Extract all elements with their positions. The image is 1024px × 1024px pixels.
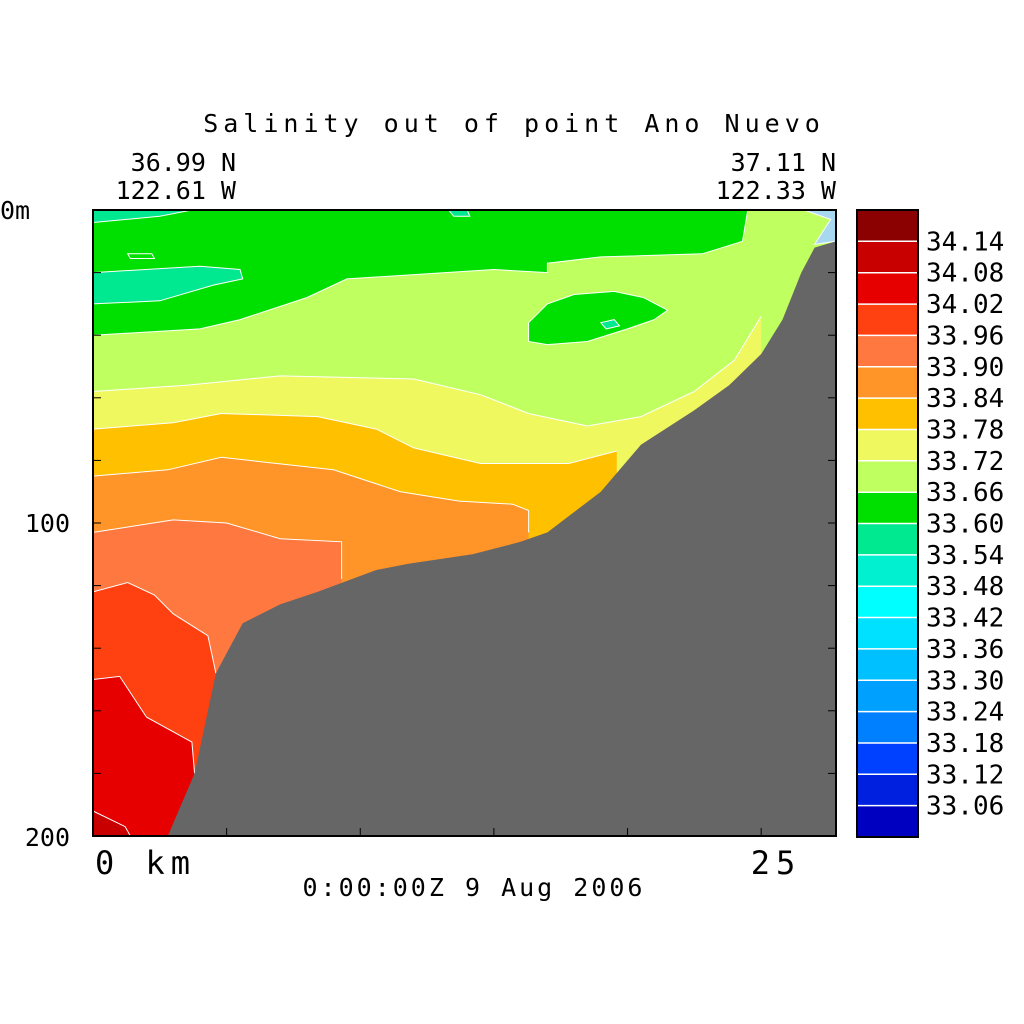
salinity-layer-34.02 [93,676,195,836]
end-longitude: 122.33 W [716,176,837,205]
contour-line-34.02 [92,675,196,774]
colorbar-label: 34.14 [926,227,1004,257]
colorbar-label: 33.06 [926,792,1004,822]
colorbar-swatch [857,711,918,744]
colorbar-swatch [857,366,918,399]
colorbar-swatch [857,805,918,838]
colorbar-swatch [857,523,918,556]
colorbar-label: 33.30 [926,666,1004,696]
end-latitude: 37.11 N [731,148,836,177]
plot-frame [92,209,837,837]
colorbar-label: 33.90 [926,353,1004,383]
colorbar-swatch [857,272,918,305]
contour-line-33.72 [92,316,762,427]
colorbar-swatch [857,680,918,713]
colorbar-label: 33.24 [926,698,1004,728]
colorbar-swatch [857,304,918,336]
colorbar-label: 34.08 [926,259,1004,289]
colorbar-swatch [857,210,918,242]
colorbar-swatch [857,554,918,587]
colorbar-swatch [857,743,918,775]
colorbar-swatch [857,460,918,493]
colorbar-label: 33.18 [926,729,1004,759]
colorbar-label: 33.72 [926,447,1004,477]
colorbar-swatch [857,492,918,525]
start-latitude: 36.99 N [131,148,236,177]
salinity-patch-33.6-0 [92,209,749,336]
contour-line-33.78 [92,412,617,464]
colorbar-label: 33.66 [926,478,1004,508]
colorbar-label: 33.60 [926,510,1004,540]
seafloor-bathymetry [167,241,837,837]
colorbar-swatch [857,429,918,462]
colorbar-swatch [857,398,918,430]
colorbar-label: 33.78 [926,416,1004,446]
colorbar-label: 33.96 [926,321,1004,351]
colorbar-swatch [857,335,918,368]
colorbar-swatch [857,774,918,807]
colorbar-label: 33.12 [926,760,1004,790]
colorbar-swatch [857,241,918,274]
contour-line-34.08 [92,810,131,837]
timestamp: 0:00:00Z 9 Aug 2006 [303,873,646,902]
colorbar: 34.1434.0834.0233.9633.9033.8433.7833.72… [856,209,1004,838]
x-tick-label-end: 25 [751,844,802,882]
start-longitude: 122.61 W [116,176,237,205]
contour-line-33.9 [92,519,343,580]
salinity-contour-layers [92,209,837,837]
colorbar-frame [856,209,919,838]
colorbar-label: 33.36 [926,635,1004,665]
contour-line-33.96 [92,581,217,674]
salinity-patch-33.6-6 [126,253,156,259]
y-tick-label-top: 0m [0,196,30,225]
colorbar-swatch [857,648,918,681]
salinity-patch-33.54-5 [599,319,621,330]
y-tick-label-bottom: 200 [25,823,70,852]
colorbar-swatch [857,617,918,650]
salinity-layer-34.08 [93,811,131,836]
y-tick-label-mid: 100 [25,509,70,538]
contour-line-33.84 [92,456,530,533]
salinity-patch-33.54-1 [92,265,244,305]
x-tick-label-start: 0 km [95,844,196,882]
colorbar-label: 33.42 [926,604,1004,634]
colorbar-label: 33.84 [926,384,1004,414]
colorbar-label: 33.48 [926,572,1004,602]
colorbar-swatch [857,586,918,619]
colorbar-label: 33.54 [926,541,1004,571]
chart-title: Salinity out of point Ano Nuevo [203,109,825,138]
salinity-patch-33.6-4 [528,290,669,346]
colorbar-label: 34.02 [926,290,1004,320]
